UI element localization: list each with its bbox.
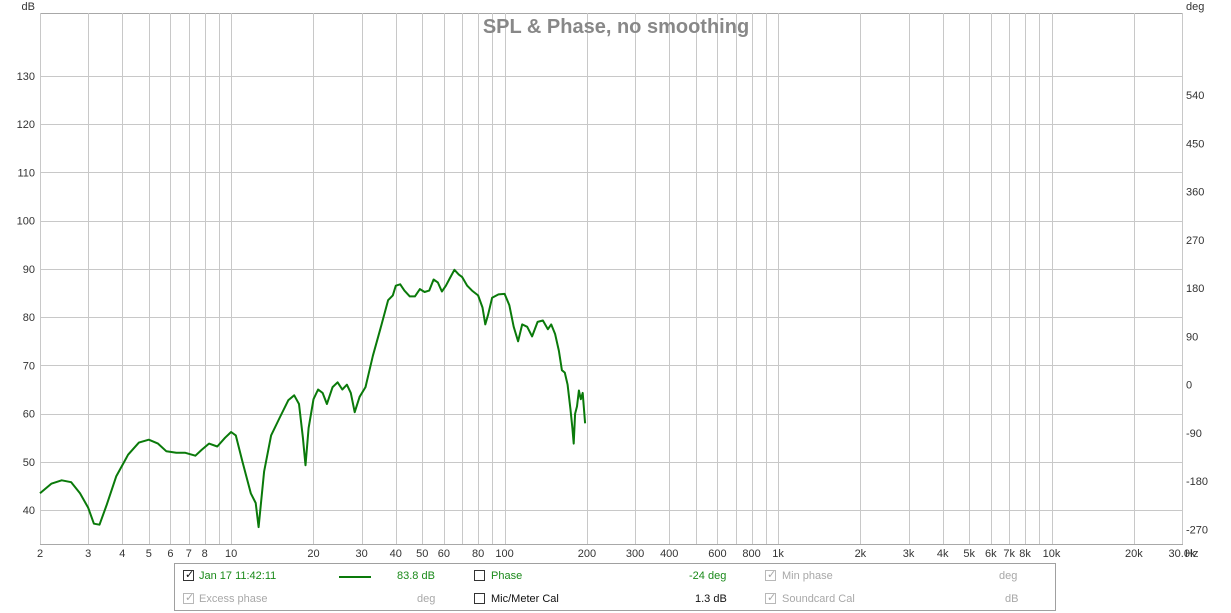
x-tick-label: 30 [355,548,367,560]
chart-title: SPL & Phase, no smoothing [483,16,749,38]
x-tick-label: 4 [119,548,125,560]
soundcard-cal-checkbox[interactable]: ✓ [765,592,777,604]
grid-lines [40,13,1183,544]
x-tick-label: 3k [903,548,915,560]
x-tick-label: 6k [985,548,997,560]
soundcard-cal-label: Soundcard Cal [782,593,855,605]
y-tick-label: 60 [23,409,35,421]
y-tick-label: 70 [23,360,35,372]
x-tick-label: 1k [772,548,784,560]
y-tick-label: 90 [23,264,35,276]
x-tick-label: 300 [626,548,644,560]
phase-checkbox[interactable] [474,570,485,581]
x-tick-label: 3 [85,548,91,560]
x-tick-label: 20 [307,548,319,560]
x-tick-label: 10k [1043,548,1061,560]
y2-tick-label: 180 [1186,283,1204,295]
x-axis-unit: Hz [1185,548,1198,560]
y2-tick-label: 450 [1186,138,1204,150]
y2-tick-labels: -270 -180 -90 0 90 180 270 360 450 540 [1186,90,1208,536]
x-tick-label: 800 [742,548,760,560]
x-tick-label: 30.0k [1169,548,1196,560]
y-tick-label: 100 [17,216,35,228]
spl-phase-chart: 2 3 4 5 6 7 8 10 20 30 40 50 60 80 100 200 300 400 600 800 1… [17,1,1208,560]
x-tick-label: 4k [937,548,949,560]
y2-tick-label: -270 [1186,525,1208,537]
y2-tick-label: 270 [1186,235,1204,247]
x-tick-label: 50 [416,548,428,560]
excess-phase-unit: deg [417,593,436,605]
spl-series-line [39,268,587,529]
x-tick-label: 6 [167,548,173,560]
x-tick-label: 60 [438,548,450,560]
y2-tick-label: 0 [1186,380,1192,392]
x-tick-label: 400 [660,548,678,560]
y2-tick-label: 360 [1186,187,1204,199]
y-tick-label: 120 [17,119,35,131]
series-color-swatch [339,576,371,578]
phase-label: Phase [491,570,523,582]
x-tick-label: 7k [1003,548,1015,560]
excess-phase-checkbox[interactable]: ✓ [183,592,195,604]
mic-cal-label: Mic/Meter Cal [491,593,559,605]
plot-frame [40,13,1183,545]
x-tick-label: 5 [146,548,152,560]
x-tick-label: 200 [578,548,596,560]
y-axis-unit: dB [22,1,35,13]
min-phase-checkbox[interactable]: ✓ [765,569,777,581]
x-tick-label: 600 [708,548,726,560]
x-tick-label: 10 [225,548,237,560]
x-tick-label: 40 [390,548,402,560]
measurement-label: Jan 17 11:42:11 [199,570,277,582]
series-group [39,268,587,529]
y2-axis-unit: deg [1186,1,1204,13]
min-phase-label: Min phase [782,570,833,582]
measurement-value: 83.8 dB [397,570,435,582]
min-phase-unit: deg [999,570,1018,582]
check-icon: ✓ [185,592,195,604]
measurement-checkbox[interactable]: ✓ [183,569,195,581]
phase-value: -24 deg [689,570,727,582]
check-icon: ✓ [185,569,195,581]
y2-tick-label: -90 [1186,428,1202,440]
x-tick-label: 5k [963,548,975,560]
x-tick-label: 80 [472,548,484,560]
legend-panel: ✓ Jan 17 11:42:11 83.8 dB Phase -24 deg … [174,563,1056,611]
excess-phase-label: Excess phase [199,593,268,605]
mic-cal-value: 1.3 dB [695,593,727,605]
x-tick-label: 7 [186,548,192,560]
x-tick-label: 2k [855,548,867,560]
x-tick-labels: 2 3 4 5 6 7 8 10 20 30 40 50 60 80 100 200 300 400 600 800 1… [37,548,1196,560]
y-tick-labels: 40 50 60 70 80 90 100 110 120 130 [17,71,35,517]
y-tick-label: 130 [17,71,35,83]
mic-cal-checkbox[interactable] [474,593,485,604]
y2-tick-label: 540 [1186,90,1204,102]
y-tick-label: 40 [23,505,35,517]
check-icon: ✓ [767,592,777,604]
y-tick-label: 80 [23,312,35,324]
x-tick-label: 8k [1019,548,1031,560]
y-tick-label: 110 [17,167,35,179]
check-icon: ✓ [767,569,777,581]
y2-tick-label: -180 [1186,476,1208,488]
x-tick-label: 2 [37,548,43,560]
x-tick-label: 8 [202,548,208,560]
y-tick-label: 50 [23,457,35,469]
x-tick-label: 20k [1125,548,1143,560]
x-tick-label: 100 [495,548,513,560]
soundcard-cal-unit: dB [1005,593,1019,605]
y2-tick-label: 90 [1186,331,1198,343]
